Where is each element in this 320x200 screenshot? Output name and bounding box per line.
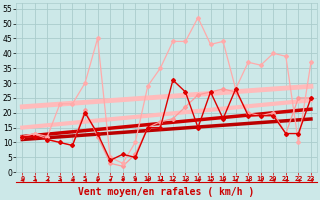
X-axis label: Vent moyen/en rafales ( km/h ): Vent moyen/en rafales ( km/h ) <box>78 187 255 197</box>
